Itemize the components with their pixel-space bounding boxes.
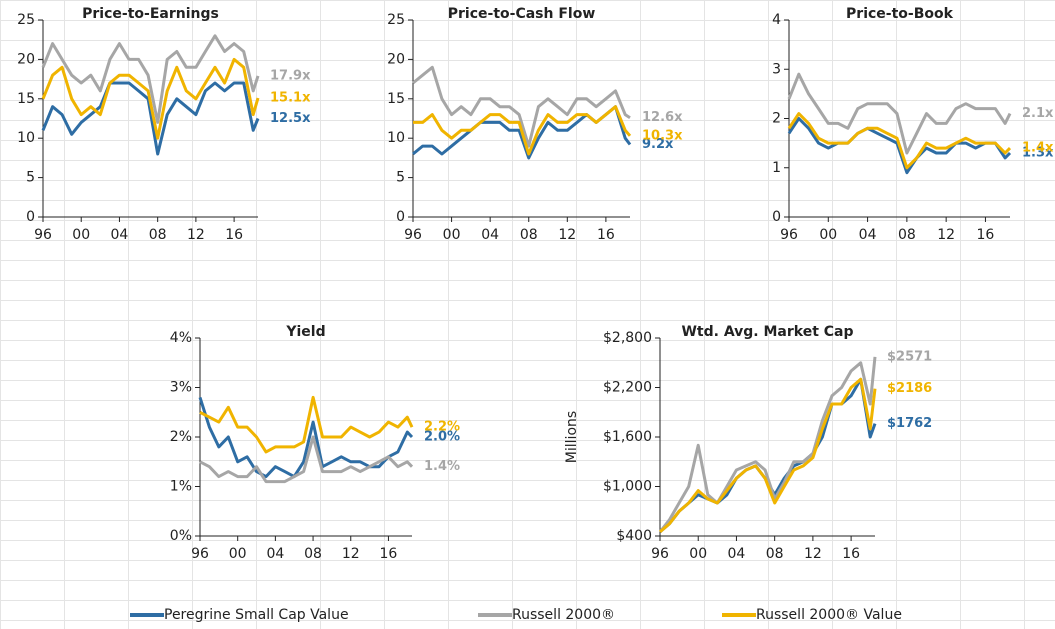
- x-tick-label: 12: [804, 546, 822, 562]
- value-label: $2571: [887, 349, 932, 364]
- y-tick-label: 20: [387, 51, 405, 67]
- legend-label: Russell 2000®: [512, 607, 615, 623]
- value-label: 15.1x: [270, 91, 311, 106]
- y-tick-label: 20: [17, 51, 35, 67]
- series-line: [787, 72, 1012, 155]
- y-tick-label: 4: [772, 12, 781, 28]
- x-tick-label: 12: [558, 227, 576, 243]
- x-tick-label: 04: [728, 546, 746, 562]
- chart-title: Yield: [285, 324, 325, 340]
- series-line: [787, 117, 1012, 175]
- y-tick-label: $1,000: [603, 479, 652, 495]
- y-tick-label: 1%: [170, 479, 192, 495]
- x-tick-label: 08: [520, 227, 538, 243]
- x-tick-label: 08: [766, 546, 784, 562]
- x-tick-label: 96: [404, 227, 422, 243]
- x-tick-label: 00: [443, 227, 461, 243]
- y-tick-label: 25: [17, 12, 35, 28]
- value-label: 1.4x: [1022, 141, 1054, 156]
- y-tick-label: 15: [387, 91, 405, 107]
- x-tick-label: 16: [225, 227, 243, 243]
- x-tick-label: 96: [191, 546, 209, 562]
- y-tick-label: 0: [772, 209, 781, 225]
- x-tick-label: 04: [859, 227, 877, 243]
- x-tick-label: 12: [937, 227, 955, 243]
- chart-title: Wtd. Avg. Market Cap: [681, 324, 853, 340]
- y-tick-label: $1,600: [603, 429, 652, 445]
- value-label: 10.3x: [642, 128, 683, 143]
- y-tick-label: 0%: [170, 528, 192, 544]
- series-line: [658, 356, 877, 533]
- value-label: $1762: [887, 416, 932, 431]
- y-tick-label: 3: [772, 61, 781, 77]
- x-tick-label: 12: [187, 227, 205, 243]
- series-line: [413, 105, 632, 156]
- y-tick-label: 2%: [170, 429, 192, 445]
- y-tick-label: 2: [772, 111, 781, 127]
- y-tick-label: 3%: [170, 380, 192, 396]
- value-label: 1.3x: [1022, 145, 1054, 160]
- x-tick-label: 12: [342, 546, 360, 562]
- x-tick-label: 16: [842, 546, 860, 562]
- x-tick-label: 96: [651, 546, 669, 562]
- y-tick-label: 5: [26, 170, 35, 186]
- series-line: [41, 34, 260, 124]
- y-tick-label: 0: [26, 209, 35, 225]
- chart-title: Price-to-Earnings: [82, 6, 219, 22]
- y-tick-label: $400: [616, 528, 652, 544]
- legend-label: Russell 2000® Value: [756, 607, 902, 623]
- y-axis-label: Millions: [564, 411, 580, 463]
- y-tick-label: $2,200: [603, 380, 652, 396]
- y-tick-label: 4%: [170, 330, 192, 346]
- y-tick-label: 1: [772, 160, 781, 176]
- series-line: [41, 57, 260, 140]
- x-tick-label: 08: [898, 227, 916, 243]
- y-tick-label: 25: [387, 12, 405, 28]
- series-line: [412, 65, 631, 148]
- x-tick-label: 00: [229, 546, 247, 562]
- y-tick-label: 15: [17, 91, 35, 107]
- x-tick-label: 00: [819, 227, 837, 243]
- series-line: [787, 112, 1012, 170]
- x-tick-label: 08: [304, 546, 322, 562]
- chart-title: Price-to-Book: [846, 6, 954, 22]
- x-tick-label: 04: [481, 227, 499, 243]
- value-label: 12.6x: [642, 110, 683, 125]
- series-line: [199, 395, 414, 454]
- x-tick-label: 16: [597, 227, 615, 243]
- series-line: [41, 81, 260, 156]
- series-line: [198, 396, 414, 479]
- value-label: 2.1x: [1022, 106, 1054, 121]
- chart-title: Price-to-Cash Flow: [448, 6, 596, 22]
- x-tick-label: 96: [34, 227, 52, 243]
- x-tick-label: 04: [111, 227, 129, 243]
- x-tick-label: 08: [149, 227, 167, 243]
- value-label: 1.4%: [424, 459, 460, 474]
- x-tick-label: 16: [977, 227, 995, 243]
- y-tick-label: 10: [387, 130, 405, 146]
- y-tick-label: 10: [17, 130, 35, 146]
- y-tick-label: 0: [396, 209, 405, 225]
- value-label: 2.0%: [424, 430, 460, 445]
- x-tick-label: 96: [780, 227, 798, 243]
- value-label: 12.5x: [270, 111, 311, 126]
- legend-label: Peregrine Small Cap Value: [164, 607, 349, 623]
- value-label: $2186: [887, 381, 932, 396]
- x-tick-label: 16: [380, 546, 398, 562]
- value-label: 9.2x: [642, 137, 674, 152]
- x-tick-label: 00: [689, 546, 707, 562]
- x-tick-label: 00: [72, 227, 90, 243]
- x-tick-label: 04: [266, 546, 284, 562]
- y-tick-label: $2,800: [603, 330, 652, 346]
- series-line: [199, 435, 414, 484]
- value-label: 17.9x: [270, 68, 311, 83]
- y-tick-label: 5: [396, 170, 405, 186]
- series-line: [659, 377, 877, 534]
- value-label: 2.2%: [424, 420, 460, 435]
